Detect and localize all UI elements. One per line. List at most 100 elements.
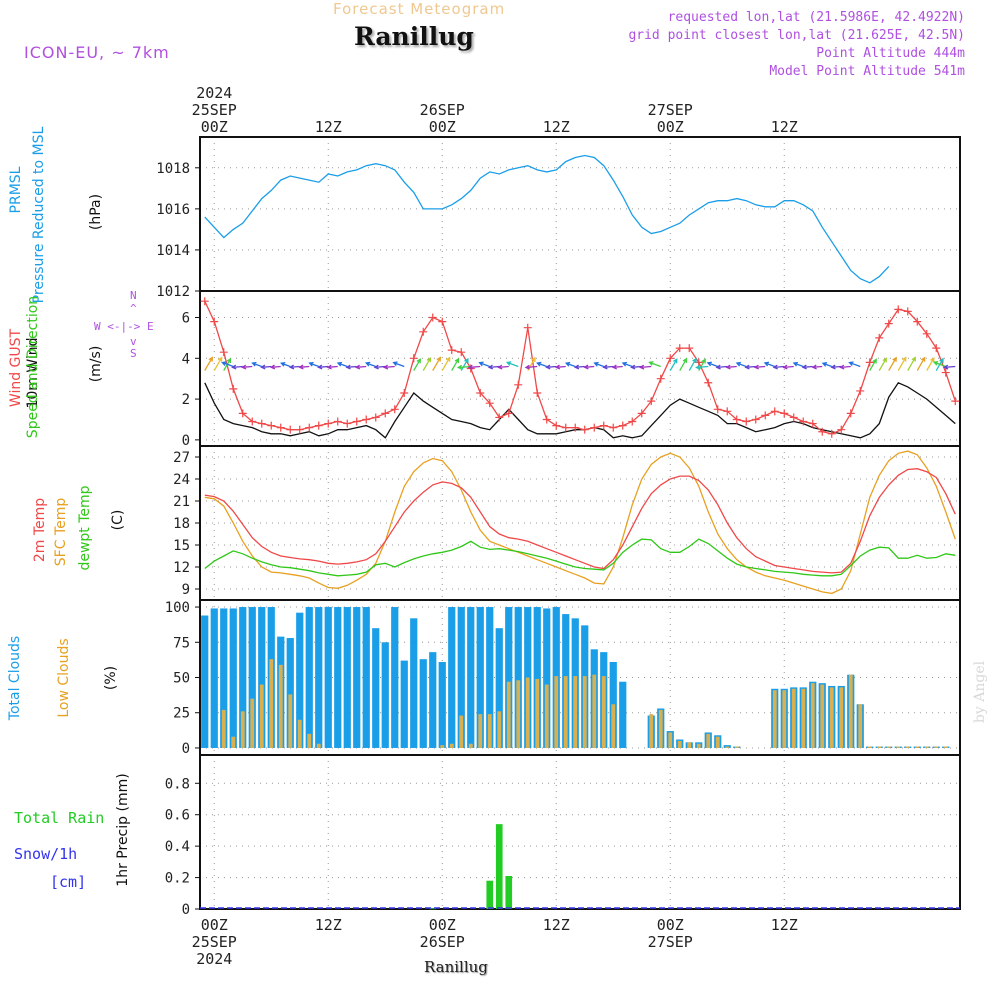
gust-marker [618, 421, 627, 430]
bottom-time-label: 26SEP [420, 933, 465, 951]
wind-direction-arrow [630, 364, 642, 370]
y-tick-label: 25 [173, 706, 190, 722]
total-clouds-bar [723, 745, 731, 748]
y-tick-label: 100 [165, 600, 190, 616]
y-tick-label: 1012 [156, 284, 190, 300]
model-label: ICON-EU, ~ 7km [24, 43, 170, 62]
wind-direction-arrow [848, 361, 861, 368]
low-clouds-bar [535, 678, 540, 748]
wind-direction-arrow [688, 357, 697, 371]
gust-marker [599, 421, 608, 430]
gust-marker [732, 415, 741, 424]
y-tick-label: 9 [182, 582, 190, 598]
gust-marker [856, 386, 865, 395]
wind-direction-arrow [679, 357, 688, 371]
low-clouds-bar [801, 688, 806, 748]
wind-direction-arrow [669, 358, 678, 371]
wind-direction-arrow [241, 364, 253, 370]
gust-marker [951, 397, 960, 406]
y-tick-label: 2 [182, 392, 190, 408]
top-time-label: 00Z [429, 118, 456, 136]
wind-direction-arrow [336, 361, 348, 368]
total-clouds-bar [505, 607, 513, 748]
wind-direction-arrow [888, 356, 897, 371]
total-clouds-bar [210, 608, 218, 748]
gust-marker [457, 348, 466, 357]
low-clouds-bar [924, 746, 929, 748]
y-tick-label: 0 [182, 433, 190, 449]
low-clouds-bar [725, 746, 730, 748]
gust-marker [504, 409, 513, 418]
total-clouds-bar [448, 607, 456, 748]
gust-marker [751, 415, 760, 424]
gust-marker [580, 425, 589, 434]
low-clouds-bar [497, 711, 502, 748]
gust-marker [647, 397, 656, 406]
y-tick-label: 21 [173, 494, 190, 510]
gust-marker [400, 388, 409, 397]
low-clouds-bar [259, 684, 264, 748]
total-clouds-bar [495, 628, 503, 748]
gust-marker [875, 333, 884, 342]
low-clouds-bar [516, 680, 521, 748]
top-time-label: 2024 [196, 84, 232, 102]
wind-direction-arrow [932, 361, 946, 368]
wind-direction-arrow [916, 356, 926, 371]
total-clouds-bar [533, 607, 541, 748]
gust-marker [865, 358, 874, 367]
snow-label: Snow/1h [14, 845, 78, 863]
low-clouds-bar [592, 674, 597, 748]
low-clouds-bar [440, 745, 445, 748]
gust-marker [808, 419, 817, 428]
low-clouds-bar [601, 676, 606, 748]
gust-marker [352, 417, 361, 426]
gust-marker [523, 323, 532, 332]
low-clouds-bar [611, 704, 616, 748]
low-clouds-bar [706, 733, 711, 748]
wind-direction-arrow [792, 361, 804, 368]
bottom-time-label: 12Z [315, 916, 342, 934]
top-time-label: 26SEP [420, 101, 465, 119]
low-clouds-bar [715, 736, 720, 748]
y-tick-label: 1016 [156, 202, 190, 218]
wind-direction-arrow [621, 361, 633, 368]
low-clouds-bar [782, 690, 787, 748]
low-clouds-bar [886, 746, 891, 748]
wind-direction-arrow [422, 356, 432, 371]
wind-direction-arrow [639, 364, 652, 370]
wind-direction-arrow [593, 361, 604, 368]
y-tick-label: 15 [173, 538, 190, 554]
top-time-label: 00Z [657, 118, 684, 136]
sfc-temp-line [204, 450, 956, 595]
total-clouds-bar [305, 607, 313, 748]
total-clouds-bar [286, 638, 294, 748]
low-clouds-bar [297, 719, 302, 748]
top-time-label: 12Z [315, 118, 342, 136]
gust-marker [428, 313, 437, 322]
wind-direction-arrow [554, 364, 566, 370]
gust-marker [628, 417, 637, 426]
total-clouds-bar [543, 608, 551, 748]
low-clouds-bar [250, 698, 255, 748]
low-clouds-bar [240, 711, 245, 748]
gust-marker [799, 417, 808, 426]
gust-marker [780, 409, 789, 418]
low-clouds-bar [459, 715, 464, 748]
total-clouds-bar [438, 662, 446, 748]
wind-direction-arrow [897, 356, 907, 371]
low-clouds-bar [820, 684, 825, 748]
gust-marker [409, 354, 418, 363]
gust-marker [837, 425, 846, 434]
gust-marker [267, 421, 276, 430]
gust-marker [637, 409, 646, 418]
gust-marker [324, 419, 333, 428]
bottom-time-label: 12Z [543, 916, 570, 934]
gust-marker [742, 417, 751, 426]
gust-marker [314, 421, 323, 430]
total-clouds-bar [381, 642, 389, 748]
wind10-line [204, 381, 956, 439]
low-clouds-bar [791, 688, 796, 748]
y-tick-label: 0 [182, 902, 190, 918]
gust-marker [789, 413, 798, 422]
rain-label: Total Rain [14, 809, 105, 827]
